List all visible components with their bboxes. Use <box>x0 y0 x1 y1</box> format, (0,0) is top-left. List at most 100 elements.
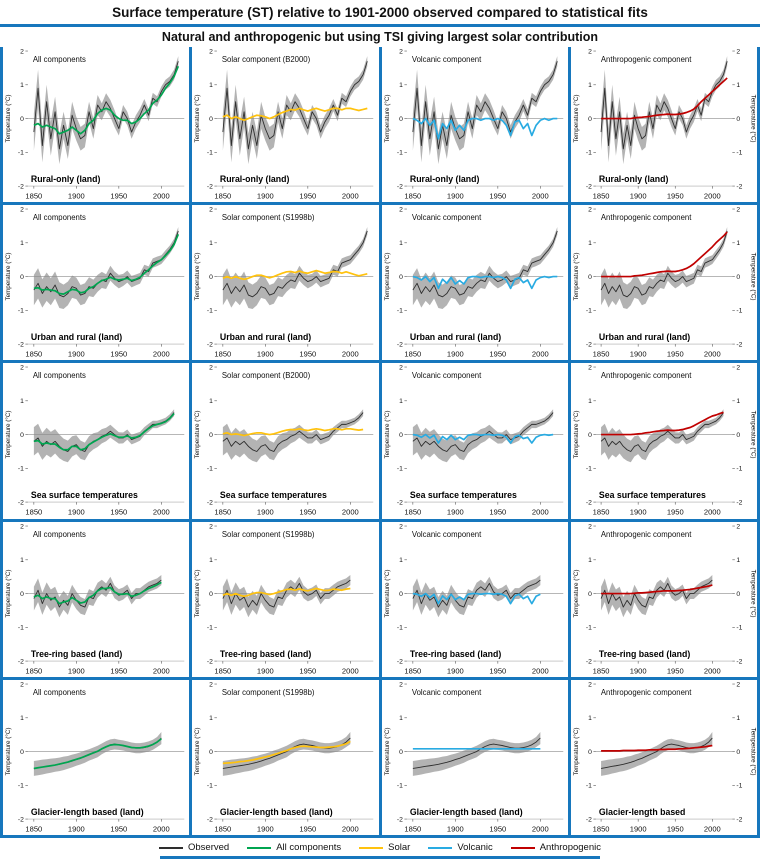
dataset-label: Sea surface temperatures <box>409 490 516 500</box>
y-tick-label: 0 <box>209 432 213 439</box>
x-tick-label: 2000 <box>153 192 170 201</box>
y-tick-label: -1 <box>18 308 24 315</box>
y-tick-label: 0 <box>20 590 24 597</box>
x-tick-label: 2000 <box>342 508 359 517</box>
all-fit-line <box>33 65 180 135</box>
chart-panel-row3-col1: -2 -1 0 1 2 Temperature (°C) 1850 1900 1950 2000 A… <box>3 363 190 519</box>
y-tick-label: 2 <box>20 365 24 372</box>
x-tick-label: 1900 <box>257 666 274 675</box>
y-tick-label: -2 <box>18 658 24 665</box>
y-tick-label-right: 1 <box>736 398 740 405</box>
y-tick-label: 2 <box>20 523 24 530</box>
x-tick-label: 1900 <box>446 192 463 201</box>
solar-fit-line <box>222 587 351 597</box>
y-axis-title: Temperature (°C) <box>384 253 391 301</box>
anthropogenic-fit-line <box>600 77 728 120</box>
x-tick-label: 1900 <box>446 666 463 675</box>
y-tick-label: 0 <box>209 274 213 281</box>
y-tick-label: 2 <box>399 681 403 688</box>
panel-svg: -2 -1 0 1 2 Temperature (°C) -2 -1 0 1 2 Temperatur… <box>573 681 756 833</box>
y-tick-label: -1 <box>207 466 213 473</box>
y-tick-label: -2 <box>18 342 24 349</box>
uncertainty-band <box>600 731 713 776</box>
y-tick-label-right: -1 <box>736 150 742 157</box>
y-tick-label-right: -2 <box>736 183 742 190</box>
y-tick-label: 1 <box>588 715 592 722</box>
y-tick-label: 1 <box>399 557 403 564</box>
solar-fit-line <box>222 269 368 281</box>
chart-panel-row4-col1: -2 -1 0 1 2 Temperature (°C) 1850 1900 1950 2000 A… <box>3 521 190 677</box>
y-tick-label: -2 <box>396 342 402 349</box>
dataset-label: Tree-ring based (land) <box>409 649 500 659</box>
panel-svg: -2 -1 0 1 2 Temperature (°C) 1850 1900 1950 2000 A… <box>5 207 185 359</box>
y-tick-label: 2 <box>399 48 403 55</box>
anthropogenic-fit-line <box>600 583 713 595</box>
x-tick-label: 1850 <box>25 192 42 201</box>
anthropogenic-fit-line <box>600 411 724 436</box>
y-tick-label: -1 <box>396 782 402 789</box>
panel-svg: -2 -1 0 1 2 Temperature (°C) 1850 1900 1950 2000 V… <box>384 48 563 201</box>
observed-line <box>600 412 724 453</box>
component-title: All components <box>33 371 86 380</box>
dataset-label: Sea surface temperatures <box>31 490 138 500</box>
observed-line <box>222 231 368 298</box>
y-tick-label: -2 <box>18 816 24 823</box>
y-tick-label: 0 <box>20 749 24 756</box>
x-tick-label: 1900 <box>68 824 85 833</box>
x-tick-label: 1950 <box>489 824 506 833</box>
x-tick-label: 1850 <box>592 666 609 675</box>
observed-line <box>600 61 728 150</box>
y-tick-label: -1 <box>586 308 592 315</box>
y-tick-label: 1 <box>209 715 213 722</box>
y-tick-label: 2 <box>209 207 213 214</box>
y-tick-label-right: 2 <box>736 681 740 688</box>
observed-line <box>600 231 728 298</box>
dataset-label: Rural-only (land) <box>31 174 101 184</box>
chart-panel-row4-col4: -2 -1 0 1 2 Temperature (°C) -2 -1 0 1 2 Temperatur… <box>570 521 757 677</box>
legend-label: Solar <box>388 842 411 853</box>
y-tick-label: -2 <box>586 658 592 665</box>
y-tick-label-right: 1 <box>736 82 740 89</box>
x-tick-label: 1950 <box>110 824 127 833</box>
solar-fit-line <box>222 107 368 122</box>
x-tick-label: 2000 <box>153 824 170 833</box>
y-tick-label: 0 <box>399 116 403 123</box>
x-tick-label: 2000 <box>704 666 721 675</box>
x-tick-label: 2000 <box>531 508 548 517</box>
x-tick-label: 1950 <box>300 192 317 201</box>
y-tick-label: -1 <box>18 466 24 473</box>
component-title: All components <box>33 55 86 64</box>
y-tick-label: 0 <box>209 749 213 756</box>
uncertainty-band <box>223 731 351 776</box>
panel-svg: -2 -1 0 1 2 Temperature (°C) 1850 1900 1950 2000 A… <box>5 681 185 833</box>
anthropogenic-line-swatch <box>510 846 535 849</box>
y-tick-label: -2 <box>207 816 213 823</box>
bottom-separator <box>159 856 601 859</box>
panel-svg: -2 -1 0 1 2 Temperature (°C) -2 -1 0 1 2 Temperatur… <box>573 207 756 359</box>
y-axis-title-right: Temperature (°C) <box>749 569 756 617</box>
y-tick-label: -2 <box>207 500 213 507</box>
all-fit-line <box>33 234 180 296</box>
x-tick-label: 1950 <box>300 824 317 833</box>
chart-legend: Observed All components Solar Volcanic Anthr… <box>0 838 760 856</box>
x-tick-label: 1850 <box>25 508 42 517</box>
uncertainty-band <box>33 227 179 310</box>
y-tick-label: 2 <box>588 48 592 55</box>
panel-svg: -2 -1 0 1 2 Temperature (°C) 1850 1900 1950 2000 S… <box>194 681 374 833</box>
y-tick-label: 1 <box>399 398 403 405</box>
x-tick-label: 1850 <box>592 350 609 359</box>
panel-svg: -2 -1 0 1 2 Temperature (°C) 1850 1900 1950 2000 S… <box>194 365 374 517</box>
x-tick-label: 2000 <box>531 666 548 675</box>
y-tick-label: 2 <box>209 48 213 55</box>
y-tick-label: 2 <box>399 207 403 214</box>
y-axis-title: Temperature (°C) <box>384 411 391 459</box>
y-tick-label: -2 <box>207 342 213 349</box>
y-tick-label: 0 <box>588 432 592 439</box>
x-tick-label: 2000 <box>704 508 721 517</box>
y-tick-label: -2 <box>586 342 592 349</box>
y-tick-label: -2 <box>586 183 592 190</box>
panel-svg: -2 -1 0 1 2 Temperature (°C) 1850 1900 1950 2000 V… <box>384 207 563 359</box>
chart-panel-row5-col2: -2 -1 0 1 2 Temperature (°C) 1850 1900 1950 2000 S… <box>192 679 379 835</box>
y-tick-label: 2 <box>588 681 592 688</box>
y-axis-title-right: Temperature (°C) <box>749 95 756 143</box>
